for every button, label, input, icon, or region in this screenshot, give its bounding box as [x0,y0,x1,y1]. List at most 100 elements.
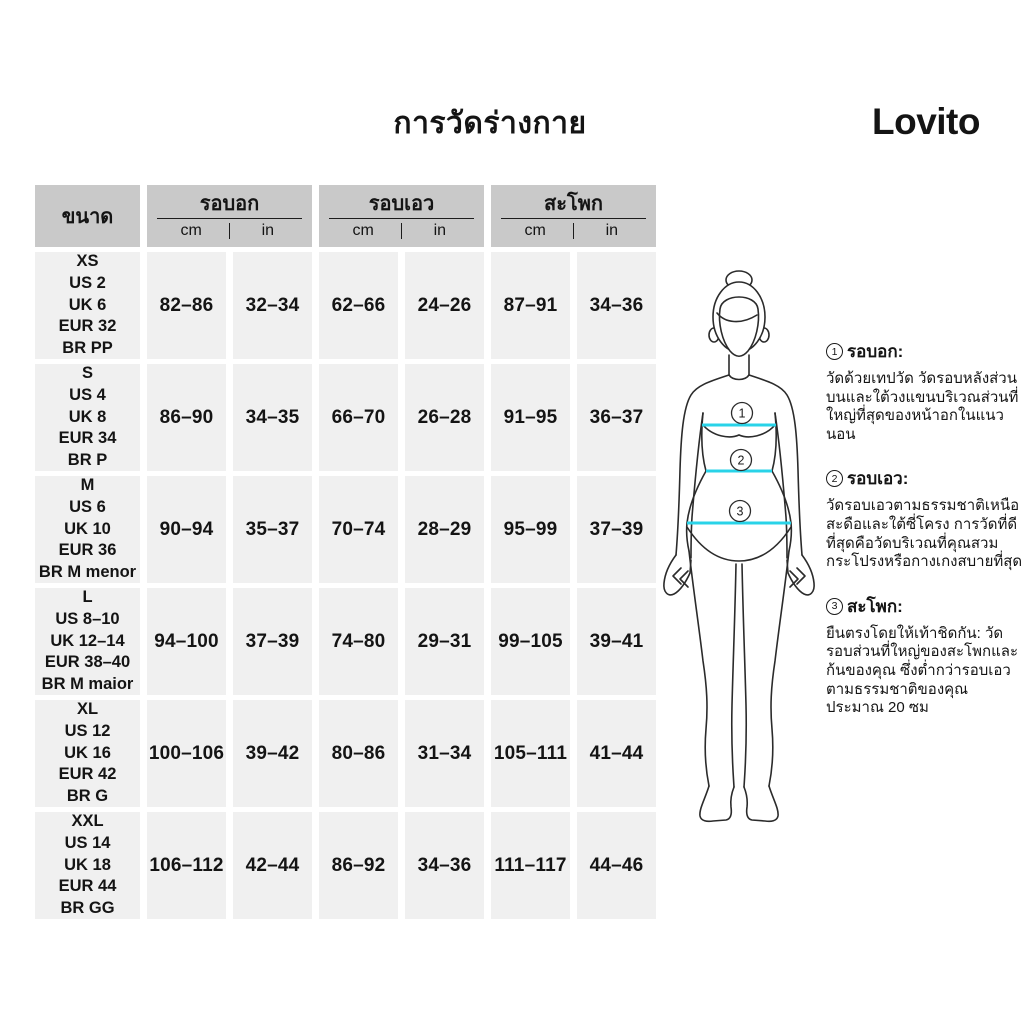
measurement-value-cell: 95–99 [491,476,570,583]
measurement-value-cell: 111–117 [491,812,570,919]
marker-number-bust: 1 [739,407,746,421]
size-label-cell: XS US 2 UK 6 EUR 32 BR PP [35,252,140,359]
hand-right [786,554,815,596]
unit-cm-label: cm [352,221,374,239]
instruction-heading: 3 สะโพก: [826,593,1024,620]
unit-divider [572,222,575,239]
neckline [728,374,750,381]
body-measurement-figure: 1 2 3 [663,270,815,823]
instruction-title: รอบเอว: [847,469,909,489]
measurement-value-cell: 62–66 [319,252,398,359]
measurement-value-cell: 34–36 [405,812,484,919]
instruction-section: 2 รอบเอว: วัดรอบเอวตามธรรมชาติเหนือสะดือแล… [826,465,1024,571]
measurement-value-cell: 34–36 [577,252,656,359]
marker-circle-waist [729,448,753,472]
header-divider-line [328,217,475,219]
measurement-value-cell: 41–44 [577,700,656,807]
instruction-section: 3 สะโพก: ยืนตรงโดยให้เท้าชิดกัน: วัดรอบส่ว… [826,593,1024,718]
marker-number-waist: 2 [738,454,745,468]
arm-left-outer [675,374,730,556]
measurement-value-cell: 34–35 [233,364,312,471]
unit-in-label: in [433,221,447,239]
measure-group-title: สะโพก [544,192,603,215]
leg-right-inner [741,563,748,788]
leg-right-outer [768,550,790,787]
unit-row: cm in [154,219,306,243]
torso-left [685,412,707,552]
instruction-body: ยืนตรงโดยให้เท้าชิดกัน: วัดรอบส่วนที่ใหญ… [826,624,1019,717]
measure-group-title: รอบเอว [368,192,435,215]
instruction-title: รอบอก: [847,342,904,361]
measurement-value-cell: 80–86 [319,700,398,807]
unit-cm-label: cm [524,221,546,239]
leg-left-outer [688,550,710,787]
measurement-value-cell: 42–44 [233,812,312,919]
measurement-value-cell: 90–94 [147,476,226,583]
arm-right-outer [748,374,803,556]
instruction-body: วัดด้วยเทปวัด วัดรอบหลังส่วนบนและใต้วงแข… [826,370,1019,443]
briefs [686,526,792,562]
measure-group-header: รอบเอว cm in [319,185,484,247]
foot-right [743,785,779,823]
measurement-value-cell: 36–37 [577,364,656,471]
neck [728,354,750,376]
instruction-heading: 2 รอบเอว: [826,465,1024,492]
circled-number: 2 [826,470,843,488]
face [718,296,760,358]
measurement-value-cell: 87–91 [491,252,570,359]
measurement-value-cell: 106–112 [147,812,226,919]
size-column-header: ขนาด [35,185,140,247]
measurement-value-cell: 86–92 [319,812,398,919]
unit-row: cm in [498,219,650,243]
measurement-value-cell: 82–86 [147,252,226,359]
fingers-right [789,567,806,588]
size-label-cell: L US 8–10 UK 12–14 EUR 38–40 BR M maior [35,588,140,695]
measurement-value-cell: 105–111 [491,700,570,807]
measure-group-title: รอบอก [199,192,260,215]
marker-circle-bust [730,401,754,425]
hairline [716,312,758,323]
arm-left-inner [690,412,704,559]
size-table: ขนาด รอบอก cm in รอบเอว cm in สะโพก cm in XS US 2 … [35,185,656,919]
measurement-value-cell: 99–105 [491,588,570,695]
measurement-value-cell: 31–34 [405,700,484,807]
measurement-value-cell: 74–80 [319,588,398,695]
measurement-value-cell: 29–31 [405,588,484,695]
header-divider-line [156,217,303,219]
unit-cm-label: cm [180,221,202,239]
measurement-value-cell: 37–39 [233,588,312,695]
marker-number-hip: 3 [737,505,744,519]
hand-left [663,554,692,596]
instruction-title: สะโพก: [847,596,903,616]
instruction-section: 1 รอบอก: วัดด้วยเทปวัด วัดรอบหลังส่วนบนและ… [826,338,1024,444]
measurement-value-cell: 39–42 [233,700,312,807]
measure-group-header: รอบอก cm in [147,185,312,247]
measurement-value-cell: 37–39 [577,476,656,583]
circled-number: 1 [826,343,843,360]
brand-logo: Lovito [872,101,980,142]
size-label-cell: M US 6 UK 10 EUR 36 BR M menor [35,476,140,583]
measurement-value-cell: 24–26 [405,252,484,359]
unit-divider [400,222,403,239]
arm-right-inner [774,412,788,559]
leg-left-inner [730,563,737,788]
measurement-value-cell: 26–28 [405,364,484,471]
unit-divider [228,222,231,239]
header-divider-line [500,217,647,219]
measurement-value-cell: 28–29 [405,476,484,583]
foot-left [699,785,735,823]
size-label-cell: S US 4 UK 8 EUR 34 BR P [35,364,140,471]
marker-circle-hip [728,499,752,523]
torso-right [771,412,793,552]
measurement-value-cell: 32–34 [233,252,312,359]
size-label-cell: XXL US 14 UK 18 EUR 44 BR GG [35,812,140,919]
measurement-value-cell: 35–37 [233,476,312,583]
instructions: 1 รอบอก: วัดด้วยเทปวัด วัดรอบหลังส่วนบนและ… [826,338,1024,718]
measurement-value-cell: 66–70 [319,364,398,471]
bust-curves [701,423,777,438]
measurement-value-cell: 91–95 [491,364,570,471]
fingers-left [672,567,689,588]
unit-row: cm in [326,219,478,243]
measurement-value-cell: 70–74 [319,476,398,583]
measurement-value-cell: 44–46 [577,812,656,919]
